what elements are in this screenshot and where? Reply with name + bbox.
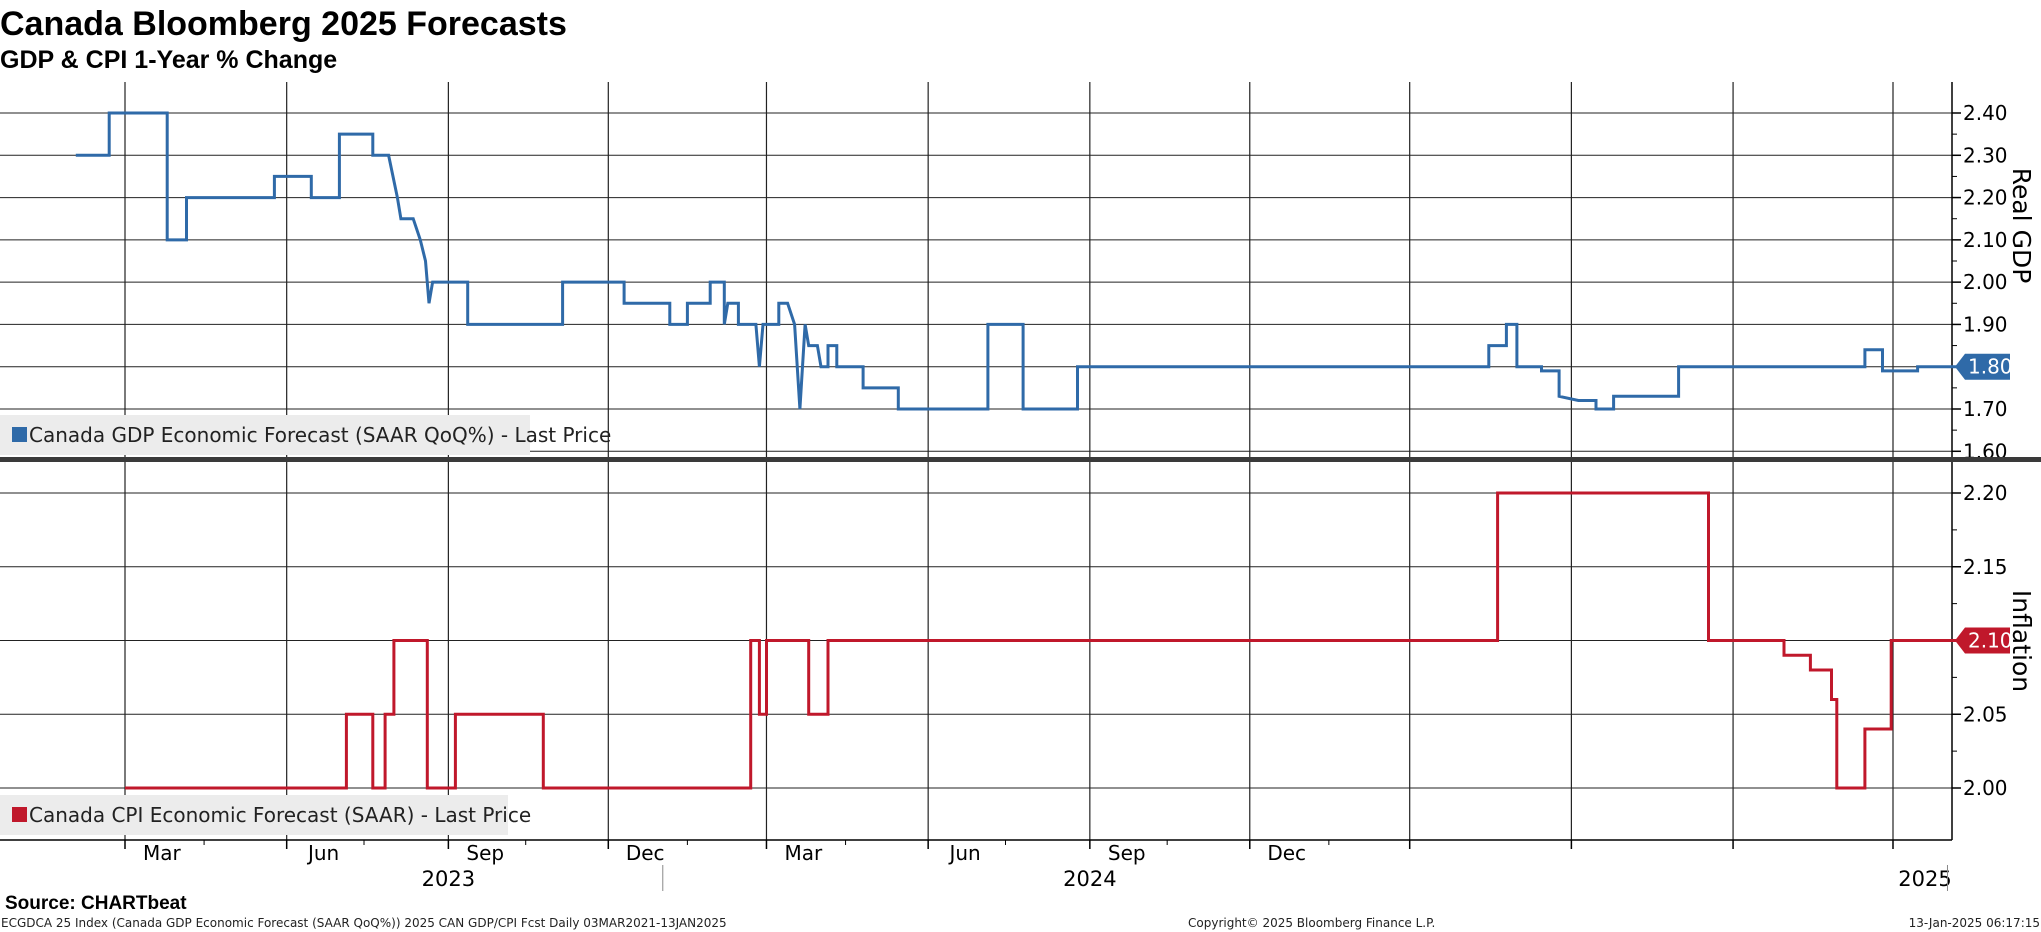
gdp-y-tick-label: 1.90 xyxy=(1963,312,2008,336)
gdp-last-value-tag: 1.80 xyxy=(1955,353,2013,380)
x-year-label: 2025 xyxy=(1898,867,1951,891)
cpi-panel: 2.00 2.05 2.10 2.15 2.20 Inflation Canada CP… xyxy=(0,462,2036,840)
cpi-last-value-label: 2.10 xyxy=(1968,629,2013,653)
cpi-legend: Canada CPI Economic Forecast (SAAR) - La… xyxy=(0,795,531,835)
gdp-last-value-badge xyxy=(1955,353,2010,380)
gdp-y-axis-title: Real GDP xyxy=(2007,168,2036,284)
cpi-y-tick-label: 2.00 xyxy=(1963,776,2008,800)
cpi-series-line xyxy=(125,491,1969,790)
gdp-legend-background xyxy=(0,415,530,455)
gdp-gridlines xyxy=(0,82,1952,457)
chart-subtitle: GDP & CPI 1-Year % Change xyxy=(0,46,337,74)
cpi-y-tick-label: 2.15 xyxy=(1963,555,2008,579)
gdp-legend: Canada GDP Economic Forecast (SAAR QoQ%)… xyxy=(0,415,611,455)
x-tick-label: Dec xyxy=(1267,841,1306,865)
x-tick-label: Jun xyxy=(306,841,339,865)
gdp-legend-label: Canada GDP Economic Forecast (SAAR QoQ%)… xyxy=(29,423,611,447)
chart-title: Canada Bloomberg 2025 Forecasts xyxy=(0,5,567,43)
x-tick-label: Sep xyxy=(1108,841,1146,865)
footer-timestamp: 13-Jan-2025 06:17:15 xyxy=(1909,916,2040,930)
cpi-gridlines xyxy=(0,462,1952,840)
x-tick-label: Mar xyxy=(143,841,182,865)
cpi-y-tick-label: 2.20 xyxy=(1963,481,2008,505)
x-tick-label: Sep xyxy=(466,841,504,865)
gdp-legend-swatch xyxy=(12,427,27,442)
gdp-y-tick-label: 2.30 xyxy=(1963,143,2008,167)
gdp-series-line xyxy=(75,111,1969,411)
x-year-label: 2024 xyxy=(1063,867,1116,891)
gdp-y-tick-label: 2.20 xyxy=(1963,186,2008,210)
footer-index-description: ECGDCA 25 Index (Canada GDP Economic For… xyxy=(1,916,727,930)
x-tick-label: Jun xyxy=(947,841,980,865)
x-axis: Mar Jun Sep Dec Mar Jun Sep Dec 2023 2024 2025 xyxy=(0,839,1952,891)
x-tick-label: Mar xyxy=(785,841,824,865)
cpi-y-axis-title: Inflation xyxy=(2007,590,2036,692)
panel-divider xyxy=(0,457,2041,462)
x-year-label: 2023 xyxy=(422,867,475,891)
gdp-y-axis: 1.601.701.801.902.002.102.202.302.40 xyxy=(1951,82,2008,463)
footer-copyright: Copyright© 2025 Bloomberg Finance L.P. xyxy=(1188,916,1435,930)
gdp-y-tick-label: 2.10 xyxy=(1963,228,2008,252)
x-tick-label: Dec xyxy=(626,841,665,865)
gdp-y-tick-label: 2.40 xyxy=(1963,101,2008,125)
cpi-y-tick-label: 2.05 xyxy=(1963,702,2008,726)
source-note: Source: CHARTbeat xyxy=(5,893,187,914)
cpi-legend-swatch xyxy=(12,807,27,822)
cpi-legend-label: Canada CPI Economic Forecast (SAAR) - La… xyxy=(29,803,531,827)
cpi-last-value-tag: 2.10 xyxy=(1955,627,2013,654)
cpi-last-value-badge xyxy=(1955,627,2010,654)
cpi-legend-background xyxy=(0,795,508,835)
gdp-panel: 1.601.701.801.902.002.102.202.302.40 Rea… xyxy=(0,82,2036,463)
gdp-y-tick-label: 2.00 xyxy=(1963,270,2008,294)
gdp-last-value-label: 1.80 xyxy=(1968,355,2013,379)
gdp-y-tick-label: 1.70 xyxy=(1963,397,2008,421)
